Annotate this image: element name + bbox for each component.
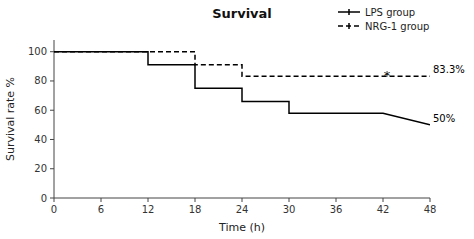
y-tick-label: 20 xyxy=(34,163,47,174)
y-tick xyxy=(50,168,54,169)
x-tick xyxy=(383,198,384,202)
y-tick-label: 100 xyxy=(28,46,47,57)
legend-swatch-tick xyxy=(348,23,350,29)
annotation: 83.3% xyxy=(433,64,465,75)
y-tick xyxy=(50,139,54,140)
y-tick-label: 0 xyxy=(41,193,47,204)
x-tick-label: 24 xyxy=(236,204,249,215)
y-tick xyxy=(50,51,54,52)
annotation: 50% xyxy=(433,113,455,124)
x-tick xyxy=(148,198,149,202)
x-tick-label: 6 xyxy=(98,204,104,215)
annotation-star: * xyxy=(384,68,391,83)
x-tick xyxy=(242,198,243,202)
legend: LPS group NRG-1 group xyxy=(338,7,429,32)
x-tick-label: 42 xyxy=(377,204,390,215)
x-axis-label: Time (h) xyxy=(218,221,265,234)
legend-swatch-tick xyxy=(348,9,350,15)
x-tick xyxy=(289,198,290,202)
x-tick-label: 12 xyxy=(142,204,155,215)
plot-area xyxy=(54,52,430,125)
chart: 0 6 12 18 24 30 36 42 48 0 20 40 60 80 100 Time (h) Surv… xyxy=(0,0,474,239)
x-tick xyxy=(336,198,337,202)
series-line xyxy=(54,52,430,125)
x-tick xyxy=(430,198,431,202)
x-tick xyxy=(101,198,102,202)
y-tick xyxy=(50,198,54,199)
x-tick-label: 18 xyxy=(189,204,202,215)
y-tick-label: 80 xyxy=(34,75,47,86)
legend-label: NRG-1 group xyxy=(365,21,429,32)
y-axis-label: Survival rate % xyxy=(4,77,17,161)
x-tick-label: 0 xyxy=(51,204,57,215)
x-tick-label: 30 xyxy=(283,204,296,215)
y-axis-line xyxy=(54,40,55,198)
x-tick xyxy=(195,198,196,202)
y-tick-label: 60 xyxy=(34,105,47,116)
y-tick-label: 40 xyxy=(34,134,47,145)
title: Survival xyxy=(212,6,272,21)
x-tick-label: 48 xyxy=(424,204,437,215)
series-line xyxy=(54,52,430,76)
x-tick xyxy=(54,198,55,202)
y-tick xyxy=(50,110,54,111)
x-tick-label: 36 xyxy=(330,204,343,215)
y-tick xyxy=(50,80,54,81)
legend-label: LPS group xyxy=(365,7,415,18)
